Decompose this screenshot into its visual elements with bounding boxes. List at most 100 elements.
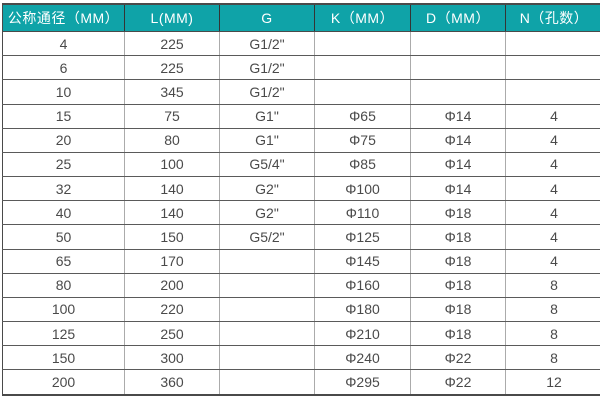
- table-cell: 4: [505, 104, 600, 129]
- spec-table-container: 公称通径（MM） L(MM) G K（MM） D（MM） N（孔数） 4 225 G1/2" 6…: [2, 3, 600, 396]
- table-cell: Φ110: [314, 200, 411, 226]
- table-cell: [219, 273, 315, 298]
- table-cell: [410, 79, 506, 105]
- table-cell: Φ85: [314, 152, 411, 178]
- header-row: 公称通径（MM） L(MM) G K（MM） D（MM） N（孔数）: [2, 4, 600, 32]
- table-cell: 300: [124, 345, 220, 371]
- table-cell: 4: [2, 31, 125, 57]
- table-cell: Φ14: [410, 176, 506, 202]
- table-cell: [219, 345, 315, 371]
- table-cell: Φ160: [314, 273, 411, 298]
- table-cell: G1": [219, 128, 315, 153]
- table-cell: 12: [505, 369, 600, 395]
- table-cell: 50: [2, 224, 125, 250]
- table-cell: 25: [2, 152, 125, 178]
- table-row: 125 250 Φ210 Φ18 8: [2, 321, 600, 347]
- table-cell: 250: [124, 321, 220, 347]
- table-cell: 6: [2, 55, 125, 81]
- table-row: 32 140 G2" Φ100 Φ14 4: [2, 176, 600, 202]
- table-cell: 4: [505, 200, 600, 226]
- table-cell: Φ18: [410, 321, 506, 347]
- table-cell: 8: [505, 345, 600, 371]
- table-cell: [505, 31, 600, 57]
- table-cell: Φ240: [314, 345, 411, 371]
- table-cell: 10: [2, 79, 125, 105]
- table-cell: Φ18: [410, 249, 506, 274]
- table-cell: Φ14: [410, 152, 506, 178]
- table-row: 20 80 G1" Φ75 Φ14 4: [2, 128, 600, 153]
- table-cell: Φ22: [410, 345, 506, 371]
- table-cell: 15: [2, 104, 125, 129]
- table-cell: 40: [2, 200, 125, 226]
- table-cell: [314, 31, 411, 57]
- table-cell: 100: [124, 152, 220, 178]
- table-cell: 4: [505, 224, 600, 250]
- table-cell: 140: [124, 176, 220, 202]
- table-cell: Φ295: [314, 369, 411, 395]
- table-cell: Φ210: [314, 321, 411, 347]
- table-row: 40 140 G2" Φ110 Φ18 4: [2, 200, 600, 226]
- table-cell: G1/2": [219, 55, 315, 81]
- table-cell: Φ65: [314, 104, 411, 129]
- table-cell: 32: [2, 176, 125, 202]
- table-cell: [410, 55, 506, 81]
- table-cell: Φ18: [410, 297, 506, 323]
- table-row: 4 225 G1/2": [2, 31, 600, 57]
- table-cell: 4: [505, 249, 600, 274]
- table-cell: G2": [219, 176, 315, 202]
- table-cell: 4: [505, 152, 600, 178]
- table-row: 65 170 Φ145 Φ18 4: [2, 249, 600, 274]
- table-cell: 150: [2, 345, 125, 371]
- table-cell: 8: [505, 321, 600, 347]
- column-header: 公称通径（MM）: [2, 4, 125, 32]
- table-cell: [219, 369, 315, 395]
- table-cell: Φ14: [410, 128, 506, 153]
- table-cell: G2": [219, 200, 315, 226]
- table-head: 公称通径（MM） L(MM) G K（MM） D（MM） N（孔数）: [2, 4, 600, 32]
- table-cell: Φ145: [314, 249, 411, 274]
- column-header: D（MM）: [410, 4, 506, 32]
- table-cell: G5/4": [219, 152, 315, 178]
- table-row: 80 200 Φ160 Φ18 8: [2, 273, 600, 298]
- table-cell: Φ18: [410, 224, 506, 250]
- table-cell: G1": [219, 104, 315, 129]
- table-cell: 80: [124, 128, 220, 153]
- table-cell: Φ22: [410, 369, 506, 395]
- table-cell: 360: [124, 369, 220, 395]
- table-cell: [314, 79, 411, 105]
- table-row: 6 225 G1/2": [2, 55, 600, 81]
- table-cell: 8: [505, 297, 600, 323]
- table-cell: 4: [505, 176, 600, 202]
- table-row: 15 75 G1" Φ65 Φ14 4: [2, 104, 600, 129]
- table-cell: G5/2": [219, 224, 315, 250]
- table-cell: Φ180: [314, 297, 411, 323]
- column-header: K（MM）: [314, 4, 411, 32]
- table-cell: 170: [124, 249, 220, 274]
- table-cell: 20: [2, 128, 125, 153]
- table-cell: 4: [505, 128, 600, 153]
- table-cell: G1/2": [219, 79, 315, 105]
- table-cell: G1/2": [219, 31, 315, 57]
- table-cell: [505, 79, 600, 105]
- table-row: 50 150 G5/2" Φ125 Φ18 4: [2, 224, 600, 250]
- table-row: 200 360 Φ295 Φ22 12: [2, 369, 600, 395]
- table-row: 150 300 Φ240 Φ22 8: [2, 345, 600, 371]
- dimension-spec-table: 公称通径（MM） L(MM) G K（MM） D（MM） N（孔数） 4 225 G1/2" 6…: [2, 3, 600, 396]
- column-header: N（孔数）: [505, 4, 600, 32]
- table-cell: Φ75: [314, 128, 411, 153]
- table-cell: 200: [2, 369, 125, 395]
- table-cell: 65: [2, 249, 125, 274]
- table-cell: [410, 31, 506, 57]
- column-header: L(MM): [124, 4, 220, 32]
- table-cell: [314, 55, 411, 81]
- table-cell: 125: [2, 321, 125, 347]
- table-cell: 200: [124, 273, 220, 298]
- table-row: 10 345 G1/2": [2, 79, 600, 105]
- table-cell: 8: [505, 273, 600, 298]
- table-row: 25 100 G5/4" Φ85 Φ14 4: [2, 152, 600, 178]
- table-cell: 75: [124, 104, 220, 129]
- table-cell: [219, 249, 315, 274]
- table-cell: Φ18: [410, 200, 506, 226]
- table-body: 4 225 G1/2" 6 225 G1/2" 10 345 G1/2" 15 75 G1" Φ65 Φ1…: [2, 31, 600, 395]
- table-cell: [505, 55, 600, 81]
